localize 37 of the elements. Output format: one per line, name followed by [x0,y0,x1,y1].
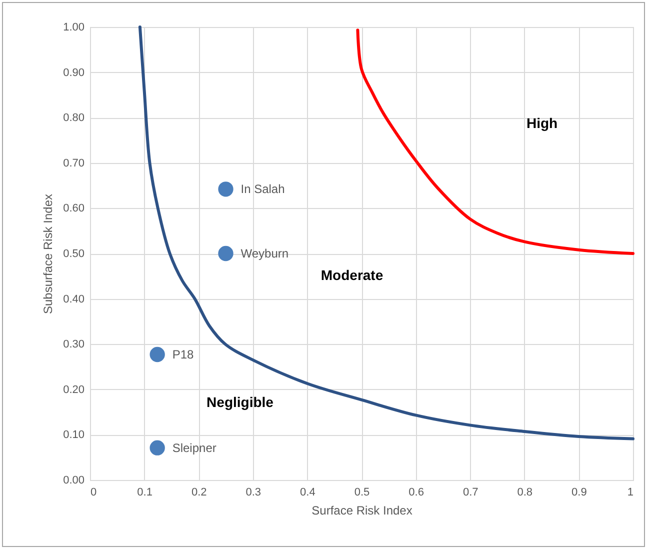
point [150,440,165,456]
y-tick-label: 0.70 [63,157,84,170]
y-tick-label: 0.00 [63,474,84,486]
x-tick-label: 1 [627,486,634,498]
x-tick-label: 0.2 [191,486,207,498]
line-series [356,28,634,255]
y-tick-label: 0.10 [63,429,84,442]
y-tick-label: 0.80 [63,112,84,124]
x-tick-label: 0.3 [246,486,262,498]
annotation: High [526,115,558,131]
x-tick-label: 0.6 [408,486,424,498]
point [218,246,234,262]
series-label: P18 [172,348,194,362]
annotation: Moderate [320,267,384,283]
x-axis-title: Surface Risk Index [312,504,412,518]
y-tick-label: 0.90 [63,66,84,79]
series-label: Sleipner [172,440,216,455]
x-tick-label: 0.1 [137,486,152,498]
y-tick-label: 1.00 [63,22,84,34]
x-tick-label: 0.4 [300,486,316,498]
annotation: Negligible [206,394,274,410]
y-tick-label: 0.60 [63,202,84,215]
y-tick-label: 0.20 [63,384,84,396]
point [150,346,165,362]
series-label: Weyburn [240,246,289,260]
y-tick-label: 0.50 [63,248,84,260]
line-series [138,26,634,440]
x-tick-label: 0.8 [517,486,533,498]
x-tick-label: 0.7 [462,486,478,498]
x-tick-label: 0.9 [572,486,587,498]
x-tick-label: 0.5 [354,486,370,498]
x-tick-label: 0 [90,486,97,498]
y-tick-label: 0.40 [63,293,84,306]
point [218,182,234,197]
series-label: In Salah [240,182,285,196]
y-axis-title: Subsurface Risk Index [41,194,56,314]
y-tick-label: 0.30 [63,338,84,351]
